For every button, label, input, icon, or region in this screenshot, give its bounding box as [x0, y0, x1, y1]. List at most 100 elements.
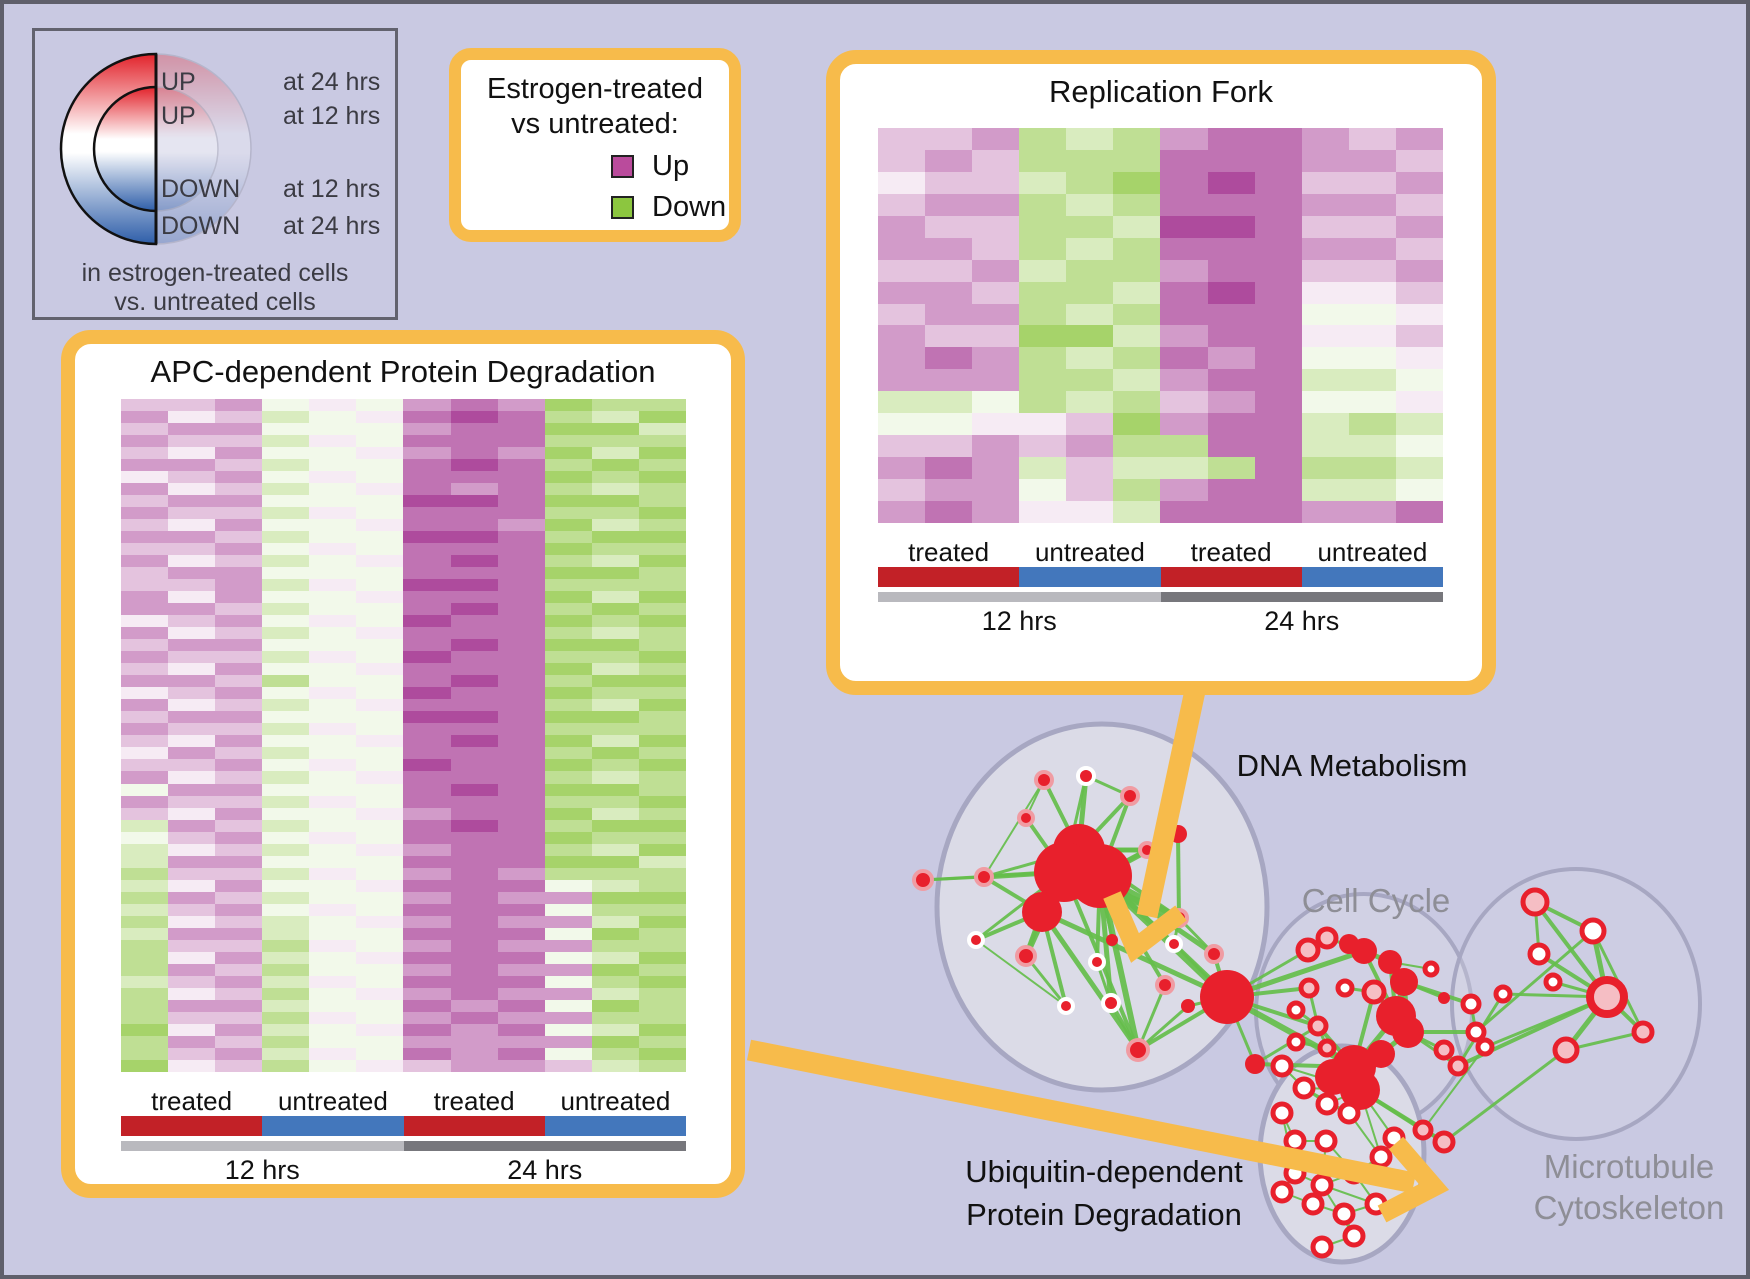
gene-node — [1460, 993, 1482, 1015]
heatmap-cell — [544, 567, 592, 580]
network-edge — [1040, 909, 1229, 1000]
gene-node — [1586, 976, 1628, 1018]
heatmap-cell — [1160, 479, 1208, 501]
heatmap-cell — [262, 855, 310, 868]
heatmap-cell — [450, 783, 498, 796]
apc-heatmap — [121, 399, 686, 1072]
heatmap-cell — [309, 951, 357, 964]
heatmap-cell — [1019, 391, 1067, 414]
gene-node — [1543, 972, 1563, 992]
heatmap-cell — [972, 479, 1020, 501]
time-label: 24 hrs — [507, 1155, 583, 1185]
heatmap-cell — [121, 519, 169, 532]
heatmap-cell — [638, 843, 686, 856]
network-edge — [1176, 833, 1181, 919]
heatmap-cell — [638, 975, 686, 988]
heatmap-cell — [215, 783, 263, 796]
heatmap-cell — [262, 555, 310, 568]
network-edge — [1023, 911, 1045, 957]
heatmap-cell — [544, 579, 592, 592]
heatmap-cell — [215, 483, 263, 496]
heatmap-cell — [450, 831, 498, 844]
heatmap-cell — [215, 495, 263, 508]
heatmap-cell — [1207, 413, 1255, 436]
heatmap-cell — [262, 519, 310, 532]
group-label: treated — [151, 1086, 233, 1116]
heatmap-cell — [262, 1047, 310, 1060]
heatmap-cell — [309, 819, 357, 832]
heatmap-cell — [309, 687, 357, 700]
updown-circle-diagram — [59, 52, 252, 246]
heatmap-cell — [121, 975, 169, 988]
heatmap-cell — [450, 543, 498, 556]
heatmap-cell — [1113, 193, 1161, 216]
heatmap-cell — [544, 1023, 592, 1036]
heatmap-cell — [638, 447, 686, 460]
gene-node — [1155, 975, 1175, 995]
heatmap-cell — [309, 495, 357, 508]
heatmap-cell — [262, 615, 310, 628]
heatmap-cell — [168, 591, 216, 604]
heatmap-cell — [878, 215, 926, 238]
heatmap-cell — [1066, 259, 1114, 282]
heatmap-row — [121, 615, 686, 628]
gene-node — [1270, 1101, 1294, 1125]
heatmap-cell — [403, 927, 451, 940]
heatmap-cell — [1254, 281, 1302, 304]
heatmap-cell — [1207, 435, 1255, 458]
heatmap-cell — [403, 831, 451, 844]
heatmap-cell — [638, 435, 686, 448]
heatmap-cell — [1395, 479, 1443, 501]
heatmap-cell — [262, 1011, 310, 1024]
callout-arrow-head — [1103, 891, 1187, 963]
heatmap-row — [121, 963, 686, 976]
heatmap-row — [121, 399, 686, 412]
heatmap-cell — [591, 447, 639, 460]
gene-node — [1200, 970, 1254, 1024]
heatmap-cell — [638, 867, 686, 880]
heatmap-cell — [544, 675, 592, 688]
heatmap-cell — [497, 723, 545, 736]
condition-bar — [121, 1116, 263, 1136]
heatmap-cell — [309, 435, 357, 448]
heatmap-cell — [121, 795, 169, 808]
heatmap-cell — [638, 1011, 686, 1024]
gene-node — [1342, 1161, 1366, 1185]
heatmap-cell — [591, 903, 639, 916]
gene-node — [1292, 1076, 1316, 1100]
heatmap-cell — [972, 369, 1020, 392]
heatmap-cell — [1019, 171, 1067, 194]
heatmap-cell — [925, 303, 973, 326]
heatmap-row — [121, 723, 686, 736]
heatmap-cell — [497, 1059, 545, 1072]
heatmap-cell — [121, 1011, 169, 1024]
heatmap-cell — [497, 699, 545, 712]
heatmap-cell — [544, 723, 592, 736]
heatmap-cell — [591, 543, 639, 556]
network-edge — [1137, 1004, 1189, 1052]
heatmap-cell — [1066, 149, 1114, 172]
network-edge — [1226, 948, 1365, 1000]
heatmap-cell — [925, 281, 973, 304]
heatmap-cell — [1113, 457, 1161, 479]
heatmap-cell — [544, 663, 592, 676]
network-edge — [1187, 995, 1228, 1008]
heatmap-cell — [591, 495, 639, 508]
network-edge — [1095, 961, 1113, 1004]
time-label: 12 hrs — [224, 1155, 300, 1185]
network-edge — [982, 875, 1044, 914]
heatmap-cell — [262, 819, 310, 832]
heatmap-cell — [638, 987, 686, 1000]
heatmap-cell — [497, 807, 545, 820]
heatmap-cell — [1207, 391, 1255, 414]
heatmap-cell — [262, 843, 310, 856]
heatmap-cell — [638, 591, 686, 604]
network-edge — [1475, 929, 1594, 1034]
heatmap-row — [878, 193, 1443, 216]
heatmap-row — [121, 843, 686, 856]
heatmap-cell — [309, 855, 357, 868]
gene-node — [1034, 842, 1094, 902]
heatmap-cell — [544, 507, 592, 520]
heatmap-cell — [1066, 215, 1114, 238]
heatmap-cell — [544, 519, 592, 532]
